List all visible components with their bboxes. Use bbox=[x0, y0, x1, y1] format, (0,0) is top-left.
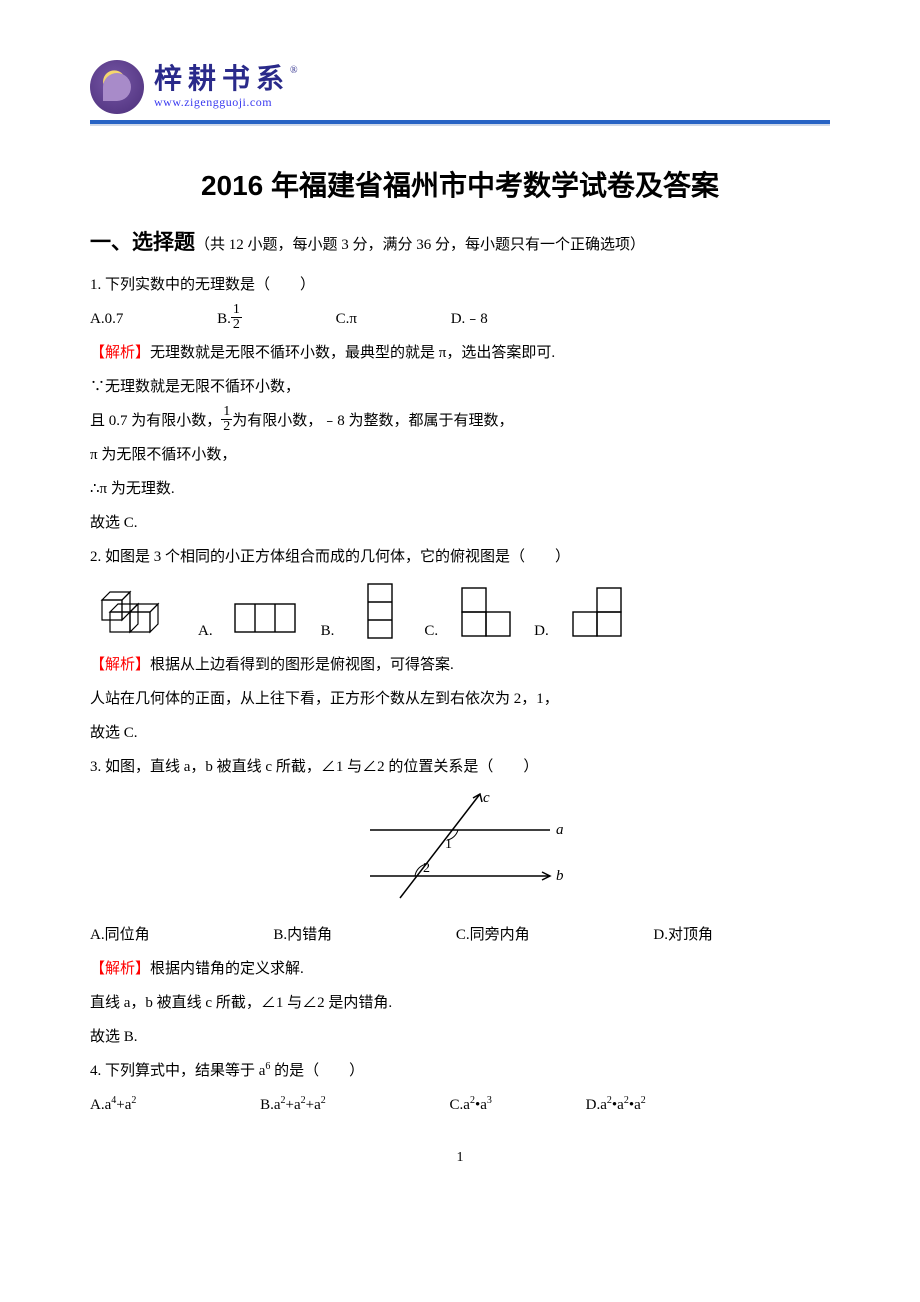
q2-ana-text: 根据从上边看得到的图形是俯视图，可得答案. bbox=[150, 657, 454, 673]
q3-line-1: 直线 a，b 被直线 c 所截，∠1 与∠2 是内错角. bbox=[90, 988, 830, 1018]
doc-title: 2016 年福建省福州市中考数学试卷及答案 bbox=[90, 164, 830, 204]
q3-figure: c a b 1 2 bbox=[90, 788, 830, 908]
q1-line-5: 故选 C. bbox=[90, 508, 830, 538]
q1-line-3: π 为无限不循环小数， bbox=[90, 440, 830, 470]
brand-url: www.zigengguoji.com bbox=[154, 96, 298, 109]
q1-l2b: 为有限小数，﹣8 为整数，都属于有理数， bbox=[232, 413, 513, 429]
q1-b-pre: B. bbox=[217, 311, 231, 327]
q4-stem-a: 4. 下列算式中，结果等于 a bbox=[90, 1063, 265, 1079]
q3-fig-b: b bbox=[556, 868, 564, 884]
q4-opt-c: C.a2•a3 bbox=[450, 1090, 492, 1120]
header-divider bbox=[90, 120, 830, 124]
q2-line-2: 故选 C. bbox=[90, 718, 830, 748]
analysis-tag: 【解析】 bbox=[90, 961, 150, 977]
q3-lines-icon: c a b 1 2 bbox=[340, 788, 580, 908]
q2-figures: A. B. C. D. bbox=[90, 580, 830, 640]
brand-text: 梓耕书系® www.zigengguoji.com bbox=[154, 65, 298, 109]
brand-logo-icon bbox=[90, 60, 144, 114]
q3-line-2: 故选 B. bbox=[90, 1022, 830, 1052]
q3-options: A.同位角 B.内错角 C.同旁内角 D.对顶角 bbox=[90, 920, 830, 950]
q3-opt-c: C.同旁内角 bbox=[456, 920, 530, 950]
q2-opt-d-label: D. bbox=[534, 623, 549, 640]
q1-options: A.0.7 B.12 C.π D.﹣8 bbox=[90, 304, 830, 334]
q4-opt-b: B.a2+a2+a2 bbox=[260, 1090, 326, 1120]
q4-opt-a: A.a4+a2 bbox=[90, 1090, 136, 1120]
q1-analysis: 【解析】无理数就是无限不循环小数，最典型的就是 π，选出答案即可. bbox=[90, 338, 830, 368]
reg-mark: ® bbox=[290, 65, 298, 76]
brand-title: 梓耕书系 bbox=[154, 64, 290, 95]
page-number: 1 bbox=[90, 1150, 830, 1166]
q2-opt-b-icon bbox=[352, 582, 406, 640]
q2-analysis: 【解析】根据从上边看得到的图形是俯视图，可得答案. bbox=[90, 650, 830, 680]
q2-line-1: 人站在几何体的正面，从上往下看，正方形个数从左到右依次为 2，1， bbox=[90, 684, 830, 714]
section-1-head: 一、选择题（共 12 小题，每小题 3 分，满分 36 分，每小题只有一个正确选… bbox=[90, 226, 830, 256]
q3-fig-2: 2 bbox=[423, 861, 430, 876]
q2-opt-b-label: B. bbox=[321, 623, 335, 640]
brand-header: 梓耕书系® www.zigengguoji.com bbox=[90, 60, 830, 114]
page: 梓耕书系® www.zigengguoji.com 2016 年福建省福州市中考… bbox=[0, 0, 920, 1206]
q1-opt-c: C.π bbox=[336, 304, 357, 334]
q3-fig-c: c bbox=[483, 790, 490, 806]
q2-opt-c-icon bbox=[456, 584, 516, 640]
analysis-tag: 【解析】 bbox=[90, 657, 150, 673]
fraction-icon: 12 bbox=[231, 303, 242, 332]
q1-ana-text: 无理数就是无限不循环小数，最典型的就是 π，选出答案即可. bbox=[150, 345, 555, 361]
q1-line-1: ∵无理数就是无限不循环小数， bbox=[90, 372, 830, 402]
q2-stem: 2. 如图是 3 个相同的小正方体组合而成的几何体，它的俯视图是（ ） bbox=[90, 542, 830, 572]
q2-opt-a-label: A. bbox=[198, 623, 213, 640]
q4-stem-b: 的是（ ） bbox=[270, 1063, 364, 1079]
q4-options: A.a4+a2 B.a2+a2+a2 C.a2•a3 D.a2•a2•a2 bbox=[90, 1090, 830, 1120]
q2-opt-d-icon bbox=[567, 584, 627, 640]
analysis-tag: 【解析】 bbox=[90, 345, 150, 361]
q3-stem: 3. 如图，直线 a，b 被直线 c 所截，∠1 与∠2 的位置关系是（ ） bbox=[90, 752, 830, 782]
brand-title-row: 梓耕书系® bbox=[154, 65, 298, 96]
q3-fig-a: a bbox=[556, 822, 564, 838]
q1-line-4: ∴π 为无理数. bbox=[90, 474, 830, 504]
q1-opt-a: A.0.7 bbox=[90, 304, 123, 334]
section-1-label: 一、选择题 bbox=[90, 231, 195, 254]
q3-opt-d: D.对顶角 bbox=[653, 920, 713, 950]
section-1-sub: （共 12 小题，每小题 3 分，满分 36 分，每小题只有一个正确选项） bbox=[195, 237, 645, 253]
q2-geometry-icon bbox=[90, 580, 180, 640]
q2-opt-a-icon bbox=[231, 596, 303, 640]
q4-stem: 4. 下列算式中，结果等于 a6 的是（ ） bbox=[90, 1056, 830, 1086]
q3-opt-b: B.内错角 bbox=[273, 920, 332, 950]
q1-opt-b: B.12 bbox=[217, 304, 242, 334]
q2-opt-c-label: C. bbox=[424, 623, 438, 640]
q1-line-2: 且 0.7 为有限小数，12为有限小数，﹣8 为整数，都属于有理数， bbox=[90, 406, 830, 436]
q3-analysis: 【解析】根据内错角的定义求解. bbox=[90, 954, 830, 984]
q3-opt-a: A.同位角 bbox=[90, 920, 150, 950]
q3-ana-text: 根据内错角的定义求解. bbox=[150, 961, 304, 977]
q1-stem: 1. 下列实数中的无理数是（ ） bbox=[90, 270, 830, 300]
q1-l2a: 且 0.7 为有限小数， bbox=[90, 413, 221, 429]
q4-opt-d: D.a2•a2•a2 bbox=[586, 1090, 646, 1120]
fraction-icon: 12 bbox=[221, 405, 232, 434]
q1-opt-d: D.﹣8 bbox=[451, 304, 488, 334]
